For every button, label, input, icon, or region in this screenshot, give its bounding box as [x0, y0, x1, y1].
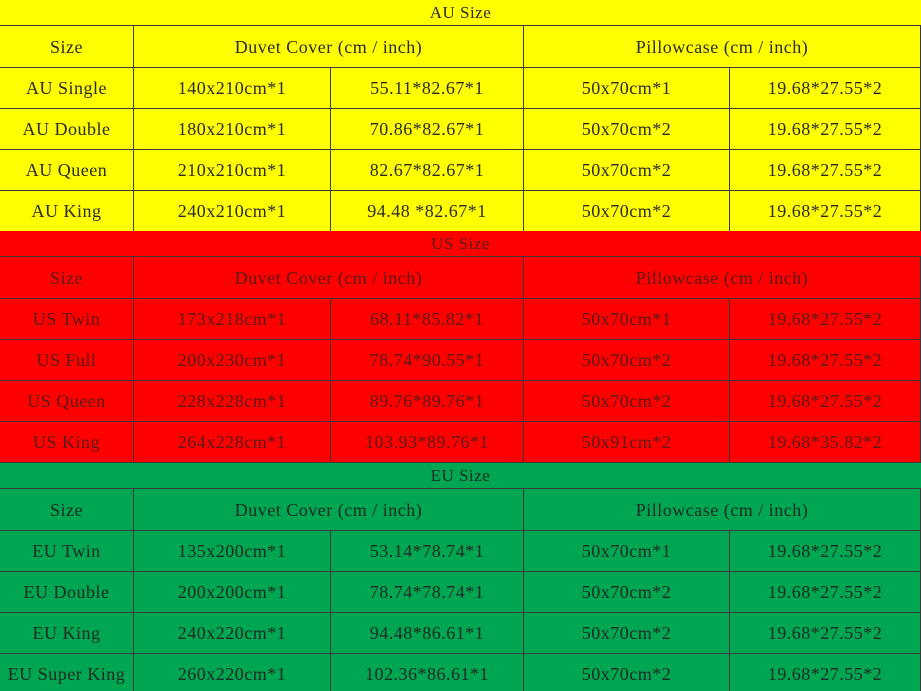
header-cell: Duvet Cover (cm / inch) — [134, 26, 524, 68]
size-value: 210x210cm*1 — [134, 150, 331, 191]
size-value: 264x228cm*1 — [134, 422, 331, 463]
size-value: 19.68*27.55*2 — [730, 654, 921, 691]
size-name: EU Twin — [0, 531, 134, 572]
section-title: AU Size — [0, 0, 921, 26]
size-value: 50x70cm*1 — [524, 531, 730, 572]
size-value: 50x70cm*2 — [524, 381, 730, 422]
size-name: US King — [0, 422, 134, 463]
size-value: 19.68*27.55*2 — [730, 191, 921, 232]
header-cell: Pillowcase (cm / inch) — [524, 26, 921, 68]
section-title: EU Size — [0, 463, 921, 489]
size-name: AU Single — [0, 68, 134, 109]
size-value: 19.68*27.55*2 — [730, 340, 921, 381]
size-value: 19.68*27.55*2 — [730, 613, 921, 654]
header-cell: Size — [0, 489, 134, 531]
size-value: 19.68*27.55*2 — [730, 68, 921, 109]
size-name: US Twin — [0, 299, 134, 340]
size-value: 50x70cm*2 — [524, 150, 730, 191]
header-cell: Duvet Cover (cm / inch) — [134, 489, 524, 531]
size-value: 50x70cm*2 — [524, 572, 730, 613]
header-cell: Size — [0, 26, 134, 68]
size-value: 180x210cm*1 — [134, 109, 331, 150]
size-name: AU Queen — [0, 150, 134, 191]
size-value: 228x228cm*1 — [134, 381, 331, 422]
size-value: 173x218cm*1 — [134, 299, 331, 340]
header-cell: Pillowcase (cm / inch) — [524, 257, 921, 299]
size-value: 19.68*27.55*2 — [730, 572, 921, 613]
size-value: 19.68*27.55*2 — [730, 381, 921, 422]
size-value: 94.48 *82.67*1 — [331, 191, 524, 232]
section-title: US Size — [0, 231, 921, 257]
size-value: 240x210cm*1 — [134, 191, 331, 232]
size-name: US Queen — [0, 381, 134, 422]
size-value: 50x70cm*1 — [524, 68, 730, 109]
size-value: 50x91cm*2 — [524, 422, 730, 463]
size-value: 200x200cm*1 — [134, 572, 331, 613]
size-value: 103.93*89.76*1 — [331, 422, 524, 463]
size-value: 55.11*82.67*1 — [331, 68, 524, 109]
size-value: 78.74*78.74*1 — [331, 572, 524, 613]
size-value: 50x70cm*2 — [524, 109, 730, 150]
header-cell: Duvet Cover (cm / inch) — [134, 257, 524, 299]
size-value: 19.68*27.55*2 — [730, 299, 921, 340]
size-value: 82.67*82.67*1 — [331, 150, 524, 191]
size-value: 19.68*27.55*2 — [730, 150, 921, 191]
size-value: 50x70cm*2 — [524, 654, 730, 691]
size-name: AU Double — [0, 109, 134, 150]
size-name: US Full — [0, 340, 134, 381]
size-name: EU Super King — [0, 654, 134, 691]
size-value: 19.68*27.55*2 — [730, 109, 921, 150]
size-value: 260x220cm*1 — [134, 654, 331, 691]
size-value: 140x210cm*1 — [134, 68, 331, 109]
size-value: 240x220cm*1 — [134, 613, 331, 654]
size-value: 89.76*89.76*1 — [331, 381, 524, 422]
size-name: EU Double — [0, 572, 134, 613]
size-value: 53.14*78.74*1 — [331, 531, 524, 572]
size-value: 68.11*85.82*1 — [331, 299, 524, 340]
size-value: 50x70cm*2 — [524, 613, 730, 654]
size-value: 50x70cm*2 — [524, 340, 730, 381]
size-value: 94.48*86.61*1 — [331, 613, 524, 654]
size-value: 50x70cm*2 — [524, 191, 730, 232]
size-value: 19.68*35.82*2 — [730, 422, 921, 463]
header-cell: Size — [0, 257, 134, 299]
size-value: 78.74*90.55*1 — [331, 340, 524, 381]
size-name: EU King — [0, 613, 134, 654]
size-value: 50x70cm*1 — [524, 299, 730, 340]
size-value: 200x230cm*1 — [134, 340, 331, 381]
size-value: 70.86*82.67*1 — [331, 109, 524, 150]
size-name: AU King — [0, 191, 134, 232]
size-value: 135x200cm*1 — [134, 531, 331, 572]
size-value: 19.68*27.55*2 — [730, 531, 921, 572]
size-value: 102.36*86.61*1 — [331, 654, 524, 691]
header-cell: Pillowcase (cm / inch) — [524, 489, 921, 531]
